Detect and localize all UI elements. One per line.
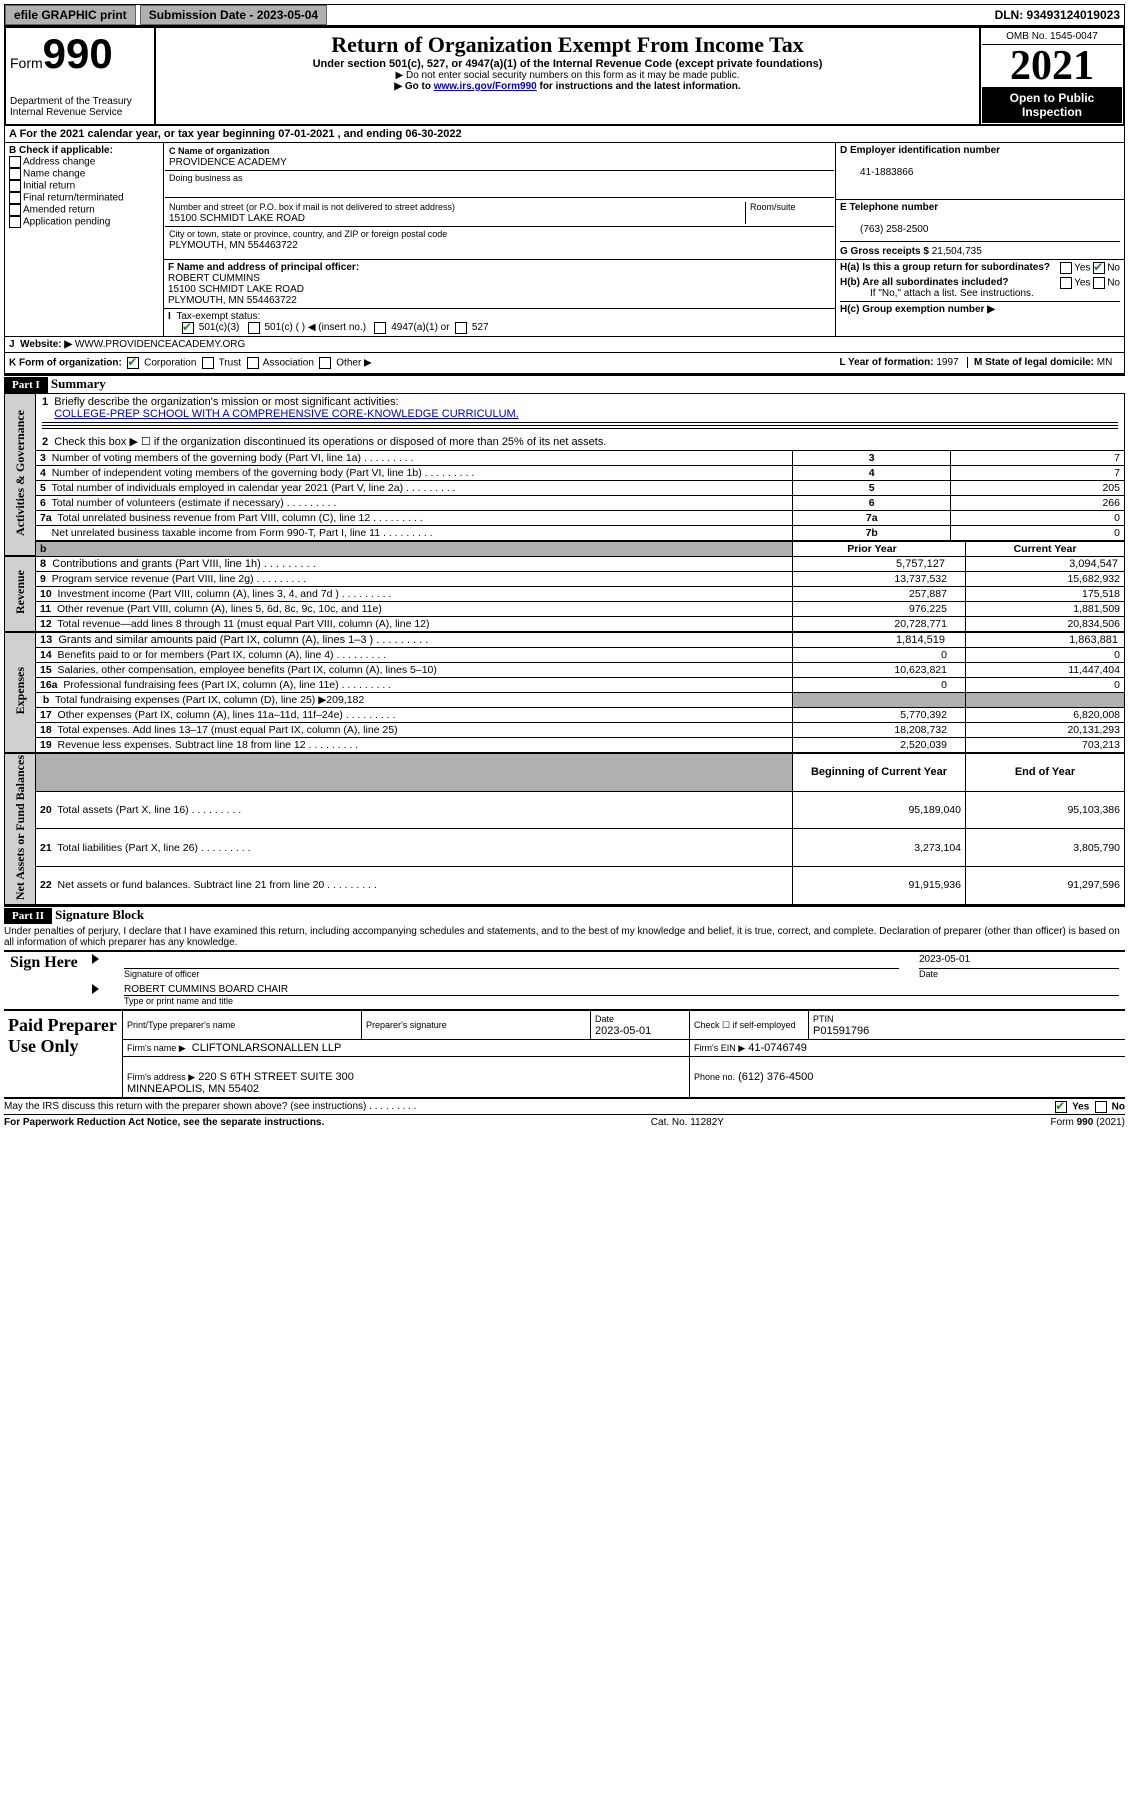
part-2-header: Part II Signature Block — [4, 905, 1125, 924]
discuss-line: May the IRS discuss this return with the… — [4, 1099, 1125, 1114]
submission-date: Submission Date - 2023-05-04 — [140, 5, 327, 25]
sign-here: Sign Here — [4, 951, 86, 1009]
box-g-label: G Gross receipts $ — [840, 246, 929, 257]
side-net-assets: Net Assets or Fund Balances — [13, 755, 28, 900]
box-h-c: H(c) Group exemption number ▶ — [840, 301, 1120, 315]
line-a: A For the 2021 calendar year, or tax yea… — [4, 126, 1125, 143]
mission-text: COLLEGE-PREP SCHOOL WITH A COMPREHENSIVE… — [54, 408, 519, 420]
type-label: Type or print name and title — [124, 996, 233, 1006]
street: 15100 SCHMIDT LAKE ROAD — [169, 213, 305, 224]
form-subtitle: Under section 501(c), 527, or 4947(a)(1)… — [160, 58, 975, 70]
side-expenses: Expenses — [13, 667, 28, 714]
box-d-label: D Employer identification number — [840, 145, 1000, 156]
no-checkbox[interactable] — [1095, 1101, 1107, 1113]
501c3-checkbox[interactable] — [182, 322, 194, 334]
firm-phone: (612) 376-4500 — [738, 1071, 813, 1083]
declaration: Under penalties of perjury, I declare th… — [4, 924, 1125, 950]
box-h-b-note: If "No," attach a list. See instructions… — [840, 288, 1120, 299]
paid-preparer: Paid Preparer Use Only Print/Type prepar… — [4, 1009, 1125, 1099]
part-1-table: Activities & Governance 1 Briefly descri… — [4, 393, 1125, 905]
dba-label: Doing business as — [169, 173, 243, 183]
firm-name: CLIFTONLARSONALLEN LLP — [192, 1042, 342, 1054]
tax-year: 2021 — [982, 45, 1122, 87]
form-note-2: ▶ Go to www.irs.gov/Form990 for instruct… — [160, 81, 975, 92]
signature-area: Sign Here Signature of officer 2023-05-0… — [4, 950, 1125, 1009]
box-e-label: E Telephone number — [840, 202, 938, 213]
corporation-checkbox[interactable] — [127, 357, 139, 369]
efile-button[interactable]: efile GRAPHIC print — [5, 5, 136, 25]
irs-link[interactable]: www.irs.gov/Form990 — [434, 81, 537, 92]
box-l-label: L Year of formation: — [840, 357, 934, 368]
dln: DLN: 93493124019023 — [995, 8, 1124, 22]
org-name: PROVIDENCE ACADEMY — [169, 157, 287, 168]
firm-ein: 41-0746749 — [748, 1042, 807, 1054]
q1-label: Briefly describe the organization's miss… — [54, 396, 398, 408]
box-b: B Check if applicable: Address change Na… — [5, 143, 164, 336]
q2-label: Check this box ▶ ☐ if the organization d… — [54, 436, 606, 448]
box-j-label: Website: ▶ — [20, 339, 72, 350]
form-number: Form990 — [10, 30, 150, 78]
gross-receipts: 21,504,735 — [932, 246, 982, 257]
box-f: F Name and address of principal officer:… — [164, 259, 836, 308]
top-bar: efile GRAPHIC print Submission Date - 20… — [4, 4, 1125, 26]
department: Department of the Treasury Internal Reve… — [10, 96, 150, 118]
room-label: Room/suite — [750, 202, 796, 212]
website[interactable]: WWW.PROVIDENCEACADEMY.ORG — [75, 339, 245, 350]
ein: 41-1883866 — [840, 167, 913, 178]
side-governance: Activities & Governance — [13, 410, 28, 536]
sig-officer-label: Signature of officer — [124, 969, 199, 979]
header-block: B Check if applicable: Address change Na… — [4, 143, 1125, 374]
paid-label: Paid Preparer Use Only — [4, 1010, 123, 1098]
officer-name: ROBERT CUMMINS BOARD CHAIR — [124, 984, 1119, 996]
city: PLYMOUTH, MN 554463722 — [169, 240, 298, 251]
date-label: Date — [919, 969, 938, 979]
side-revenue: Revenue — [13, 570, 28, 614]
box-m-label: M State of legal domicile: — [974, 357, 1094, 368]
box-h-a: H(a) Is this a group return for subordin… — [840, 262, 1120, 273]
yes-checkbox[interactable] — [1055, 1101, 1067, 1113]
form-title: Return of Organization Exempt From Incom… — [160, 32, 975, 58]
city-label: City or town, state or province, country… — [169, 229, 447, 239]
page-footer: For Paperwork Reduction Act Notice, see … — [4, 1114, 1125, 1128]
open-public: Open to Public Inspection — [982, 87, 1122, 123]
box-c-label: C Name of organization — [169, 146, 270, 156]
street-label: Number and street (or P.O. box if mail i… — [169, 202, 455, 212]
telephone: (763) 258-2500 — [840, 224, 928, 235]
form-note-1: ▶ Do not enter social security numbers o… — [160, 70, 975, 81]
arrow-icon — [92, 954, 99, 964]
box-h-b: H(b) Are all subordinates included? Yes … — [840, 277, 1120, 288]
form-header: Form990 Department of the Treasury Inter… — [4, 26, 1125, 126]
box-k-label: K Form of organization: — [9, 357, 122, 368]
part-1-header: Part I Summary — [4, 374, 1125, 393]
arrow-icon — [92, 984, 99, 994]
sig-date: 2023-05-01 — [919, 954, 1119, 969]
